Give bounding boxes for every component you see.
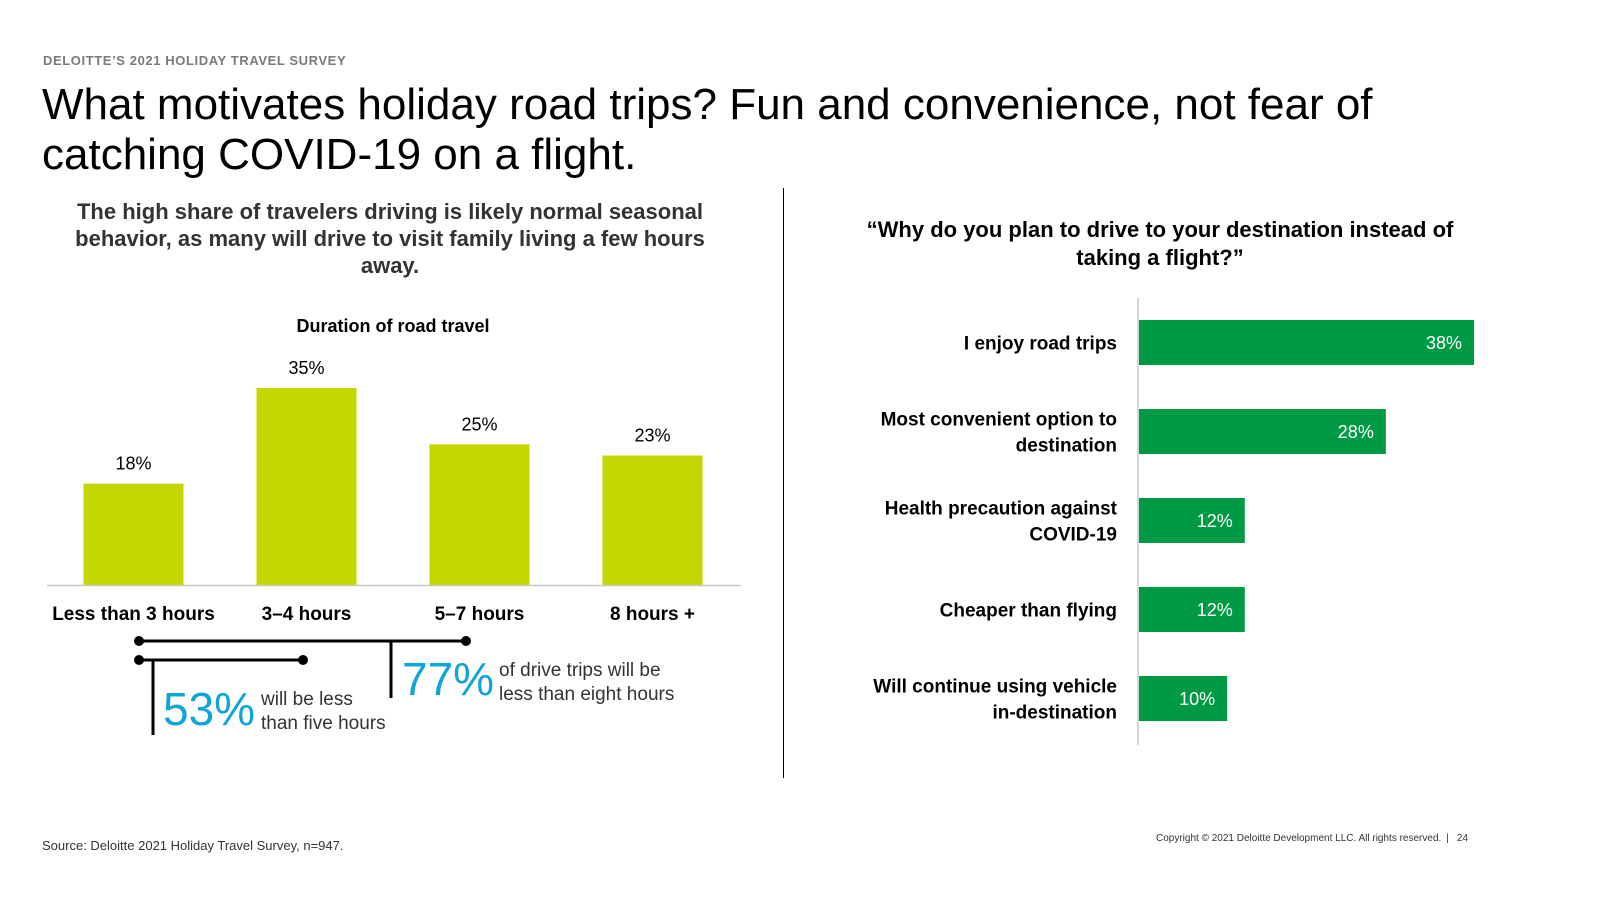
duration-bar <box>83 483 184 585</box>
span-dot <box>461 636 471 646</box>
page-title: What motivates holiday road trips? Fun a… <box>42 80 1373 179</box>
callout-77-value: 77% <box>402 653 494 705</box>
duration-value-label: 35% <box>288 358 324 378</box>
reason-category-label: in-destination <box>992 703 1117 724</box>
eyebrow-label: DELOITTE’S 2021 HOLIDAY TRAVEL SURVEY <box>43 53 347 68</box>
duration-category-label: 8 hours + <box>610 604 695 625</box>
duration-category-label: 5–7 hours <box>435 604 525 625</box>
duration-category-label: 3–4 hours <box>262 604 352 625</box>
reason-value-label: 28% <box>1338 422 1374 442</box>
callout-53-text: will be less <box>260 689 353 710</box>
duration-bar <box>429 444 530 585</box>
reason-category-label: COVID-19 <box>1029 525 1117 546</box>
reason-value-label: 38% <box>1426 333 1462 353</box>
reason-category-label: Will continue using vehicle <box>873 677 1117 698</box>
callout-53-text: than five hours <box>261 713 386 734</box>
reason-bar <box>1139 498 1245 543</box>
survey-question: “Why do you plan to drive to your destin… <box>866 217 1454 270</box>
span-dot <box>134 655 144 665</box>
reason-category-label: I enjoy road trips <box>964 334 1117 355</box>
duration-value-label: 25% <box>461 414 497 434</box>
reason-bar <box>1139 409 1386 454</box>
duration-bar <box>602 455 703 585</box>
page-number: 24 <box>1456 833 1469 844</box>
duration-callouts: 53% will be less than five hours 77% of driv… <box>134 636 674 735</box>
copyright-note: Copyright © 2021 Deloitte Development LL… <box>1156 833 1468 844</box>
source-note: Source: Deloitte 2021 Holiday Travel Sur… <box>42 838 344 853</box>
reason-category-label: Most convenient option to <box>881 410 1117 431</box>
reason-bar <box>1139 320 1474 365</box>
span-dot <box>134 636 144 646</box>
callout-77-text: of drive trips will be <box>499 660 661 681</box>
duration-value-label: 23% <box>634 426 670 446</box>
duration-value-label: 18% <box>115 454 151 474</box>
reason-category-label: Cheaper than flying <box>940 601 1117 622</box>
left-subtitle: The high share of travelers driving is l… <box>75 199 705 278</box>
reason-value-label: 12% <box>1197 600 1233 620</box>
reason-value-label: 10% <box>1179 689 1215 709</box>
span-dot <box>298 655 308 665</box>
reasons-bar-chart: 38% I enjoy road trips 28% Most convenient … <box>873 298 1474 745</box>
duration-bar <box>256 388 357 585</box>
reason-category-label: destination <box>1016 436 1117 457</box>
callout-53-value: 53% <box>163 683 255 735</box>
reason-bar <box>1139 587 1245 632</box>
duration-category-label: Less than 3 hours <box>52 604 215 625</box>
duration-bar-chart: Duration of road travel 18% Less than 3 ho… <box>47 316 741 625</box>
callout-77-text: less than eight hours <box>499 684 674 705</box>
duration-chart-title: Duration of road travel <box>296 316 489 336</box>
reason-value-label: 12% <box>1197 511 1233 531</box>
reason-category-label: Health precaution against <box>885 499 1118 520</box>
footer-separator: | <box>1446 833 1449 844</box>
panel-divider <box>783 188 784 778</box>
copyright-text: Copyright © 2021 Deloitte Development LL… <box>1156 833 1442 844</box>
reason-bar <box>1139 676 1228 721</box>
